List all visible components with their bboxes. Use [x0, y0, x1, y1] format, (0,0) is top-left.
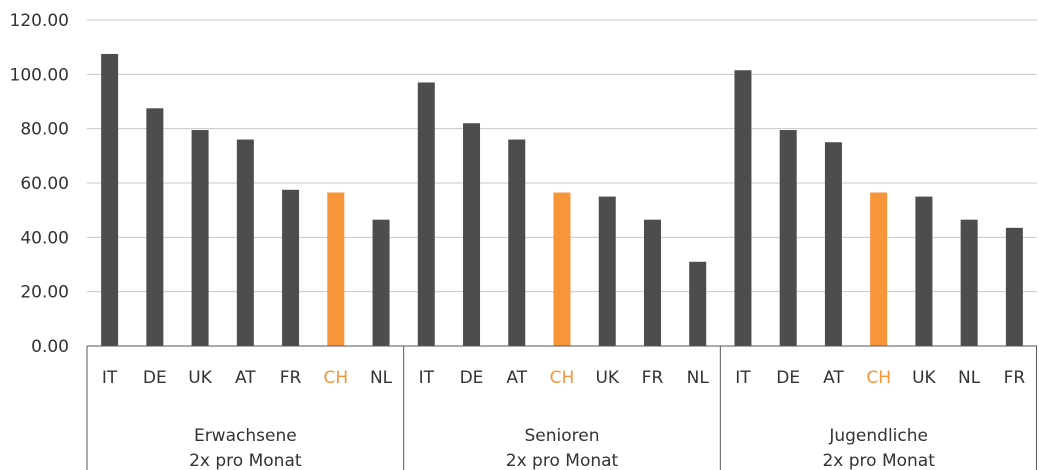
category-label: UK [188, 368, 212, 388]
y-tick-label: 80.00 [20, 120, 69, 140]
y-tick-label: 120.00 [10, 11, 69, 31]
bar-senioren-uk [598, 196, 616, 346]
y-tick-label: 0.00 [31, 337, 69, 357]
category-label: UK [595, 368, 619, 388]
bar-jugendliche-de [779, 130, 797, 346]
category-label: DE [776, 368, 800, 388]
category-label: AT [506, 368, 527, 388]
bar-senioren-nl [689, 261, 707, 346]
bar-senioren-de [463, 123, 481, 346]
bar-senioren-ch [553, 192, 571, 346]
group-label-title: Jugendliche [828, 426, 928, 446]
y-tick-label: 40.00 [20, 228, 69, 248]
bar-erwachsene-uk [191, 130, 209, 346]
bar-erwachsene-fr [282, 189, 300, 346]
group-label-title: Erwachsene [194, 426, 297, 446]
category-label: FR [280, 368, 302, 388]
y-tick-label: 20.00 [20, 283, 69, 303]
bar-erwachsene-nl [372, 219, 390, 346]
category-label: FR [642, 368, 664, 388]
group-labels: Erwachsene 2x pro Monat Senioren 2x pro Mon… [189, 426, 935, 470]
category-label: IT [102, 368, 118, 388]
y-tick-label: 100.00 [10, 65, 69, 85]
category-label: NL [958, 368, 981, 388]
bar-jugendliche-it [734, 70, 752, 346]
category-label: DE [460, 368, 484, 388]
bars [101, 53, 1023, 347]
bar-jugendliche-fr [1005, 227, 1023, 346]
category-label: IT [419, 368, 435, 388]
category-label: NL [687, 368, 710, 388]
category-label: IT [735, 368, 751, 388]
group-label-subtitle: 2x pro Monat [822, 451, 935, 470]
category-label: CH [866, 368, 891, 388]
group-label-title: Senioren [525, 426, 600, 446]
group-label-subtitle: 2x pro Monat [189, 451, 302, 470]
bar-erwachsene-at [236, 139, 254, 346]
category-label: FR [1004, 368, 1026, 388]
bar-jugendliche-ch [870, 192, 888, 346]
bar-senioren-it [417, 82, 435, 346]
category-label: NL [370, 368, 393, 388]
bar-jugendliche-uk [915, 196, 933, 346]
bar-senioren-fr [643, 219, 661, 346]
category-labels: IT DE UK AT FR CH NL IT DE AT CH UK FR NL IT DE AT CH UK NL… [102, 368, 1025, 388]
category-label: UK [912, 368, 936, 388]
bar-erwachsene-ch [327, 192, 345, 346]
category-label: DE [143, 368, 167, 388]
bar-jugendliche-at [824, 142, 842, 346]
y-tick-label: 60.00 [20, 174, 69, 194]
y-axis-ticks: 0.00 20.00 40.00 60.00 80.00 100.00 120.00 [10, 11, 69, 357]
bar-erwachsene-de [146, 108, 164, 347]
bar-jugendliche-nl [960, 219, 978, 346]
category-label: CH [323, 368, 348, 388]
category-label: AT [235, 368, 256, 388]
category-label: CH [550, 368, 575, 388]
x-axis [86, 345, 1037, 470]
bar-senioren-at [508, 139, 526, 346]
group-label-subtitle: 2x pro Monat [506, 451, 619, 470]
category-label: AT [823, 368, 844, 388]
bar-erwachsene-it [101, 53, 119, 346]
